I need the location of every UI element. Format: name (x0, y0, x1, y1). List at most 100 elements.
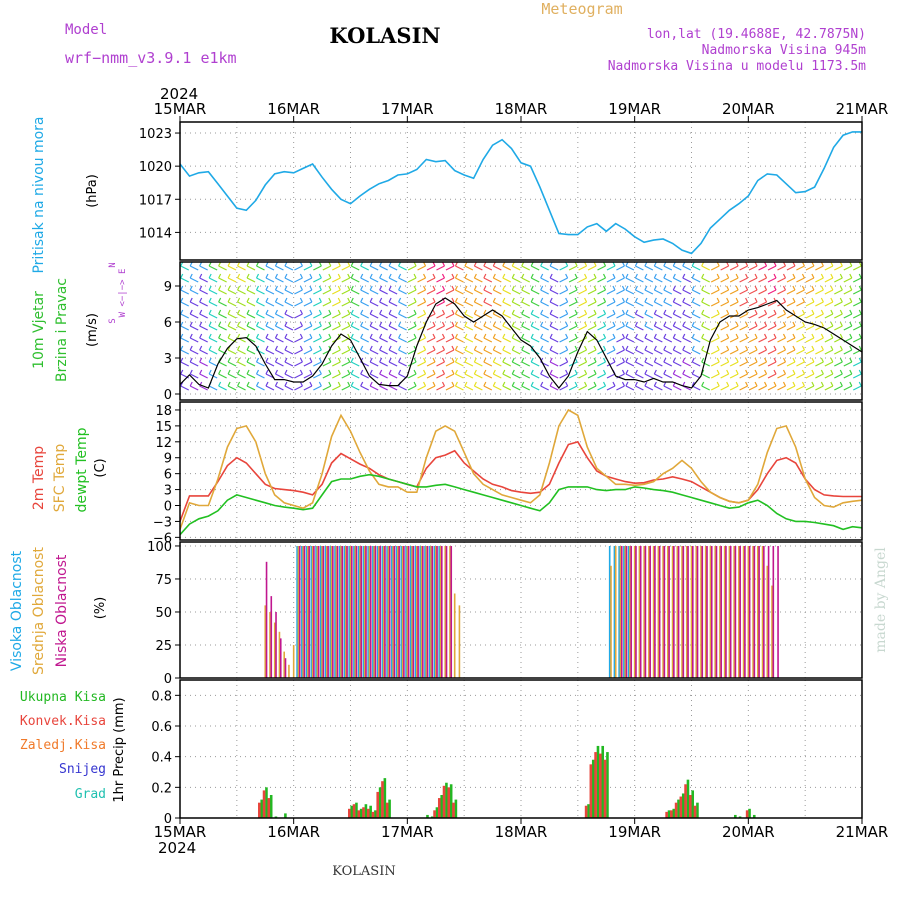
wind-barb (341, 349, 351, 355)
wind-barb (852, 325, 862, 331)
wind-barb (739, 313, 748, 319)
time-label-bottom: 20MAR (722, 823, 775, 841)
wind-barb-flag (350, 273, 354, 279)
precip-bar-konvek-kisa (603, 759, 607, 818)
wind-barb (663, 289, 673, 295)
wind-barb (265, 301, 275, 307)
wind-barb-flag (473, 321, 477, 327)
precip-bar-ukupna-kisa (359, 808, 363, 818)
wind-barb (587, 313, 597, 319)
wind-barb (824, 277, 834, 283)
wind-barb (673, 325, 682, 331)
wind-barb-flag (473, 297, 477, 303)
wind-barb (739, 349, 748, 355)
wind-barb (218, 313, 227, 319)
wind-barb (549, 349, 559, 355)
wind-barb (796, 373, 805, 379)
wind-barb-flag (328, 381, 332, 387)
precip-panel: 00.20.40.60.8 (151, 679, 863, 827)
wind-barb-flag (565, 333, 569, 339)
precip-bar-konvek-kisa (594, 752, 597, 818)
wind-barb (275, 385, 284, 391)
wind-barb (511, 277, 521, 283)
wind-barb-flag (502, 273, 506, 279)
wind-barb-flag (274, 273, 278, 279)
wind-barb-flag (839, 357, 843, 363)
precip-bar-konvek-kisa (599, 753, 602, 818)
wind-barb-flag (811, 285, 815, 291)
wind-barb-flag (328, 369, 332, 375)
wind-barb-flag (672, 321, 676, 327)
wind-barb-flag (634, 273, 638, 279)
wind-barb (843, 265, 853, 271)
wind-barb (256, 265, 265, 271)
wind-barb (341, 361, 351, 367)
wind-barb (729, 265, 739, 271)
wind-barb (824, 385, 834, 391)
wind-barb-flag (644, 381, 648, 387)
wind-barb (256, 277, 265, 283)
wind-barb (691, 265, 701, 271)
wind-barb-flag (483, 273, 487, 279)
wind-barb (455, 337, 464, 343)
wind-barb-flag (625, 333, 629, 339)
wind-barb (464, 265, 474, 271)
wind-barb-flag (398, 309, 402, 315)
wind-barb (568, 349, 578, 355)
wind-barb-flag (612, 285, 616, 291)
wind-barb (748, 265, 758, 271)
wind-barb-flag (413, 357, 417, 363)
wind-barb (616, 361, 625, 367)
wind-barb-flag (265, 285, 269, 291)
wind-barb-flag (511, 369, 515, 375)
precip-bar-konvek-kisa (679, 796, 683, 818)
wind-barb-flag (764, 357, 768, 363)
wind-barb (673, 289, 682, 295)
wind-barb-flag (265, 381, 269, 387)
precip-bar-ukupna-kisa (445, 782, 448, 818)
wind-barb-flag (811, 333, 815, 339)
wind-barb (587, 277, 597, 283)
wind-barb (701, 325, 710, 331)
wind-barb (313, 277, 322, 283)
wind-barb (199, 385, 208, 391)
wind-barb (521, 289, 531, 295)
wind-barb-flag (511, 357, 515, 363)
wind-barb (796, 265, 805, 271)
year-bottom: 2024 (158, 839, 196, 857)
y-tick-label: 12 (155, 436, 172, 451)
wind-barb-flag (423, 333, 427, 339)
wind-barb-flag (337, 321, 341, 327)
wind-barb (843, 385, 853, 391)
wind-barb (474, 265, 483, 271)
wind-barb (303, 289, 313, 295)
time-label-bottom: 17MAR (381, 823, 434, 841)
wind-barb-flag (265, 345, 269, 351)
wind-barb-flag (801, 309, 805, 315)
wind-barb (493, 373, 502, 379)
wind-barb-flag (782, 297, 787, 303)
wind-barb (360, 301, 369, 307)
wind-barb-flag (398, 321, 402, 327)
wind-barb-flag (530, 381, 534, 387)
wind-barb (786, 277, 796, 283)
wind-barb-flag (602, 357, 607, 363)
y-tick-label: −3 (153, 515, 172, 530)
series-line-sfc-temp (179, 408, 863, 530)
elevation-text: Nadmorska Visina 945m (702, 43, 867, 58)
wind-barb-flag (644, 321, 648, 327)
wind-barb (474, 361, 483, 367)
wind-barb (805, 301, 815, 307)
temp-label-2m: 2m Temp (31, 446, 47, 510)
wind-barb-flag (663, 321, 667, 327)
wind-barb-flag (511, 297, 515, 303)
wind-barb-flag (464, 357, 468, 363)
wind-barb-flag (454, 285, 458, 291)
wind-barb (720, 277, 729, 283)
wind-barb-flag (274, 345, 278, 351)
wind-barb (284, 289, 294, 295)
wind-barb-flag (644, 273, 648, 279)
wind-barb-flag (584, 369, 588, 375)
wind-barb-flag (309, 357, 313, 363)
wind-barb-flag (274, 297, 278, 303)
